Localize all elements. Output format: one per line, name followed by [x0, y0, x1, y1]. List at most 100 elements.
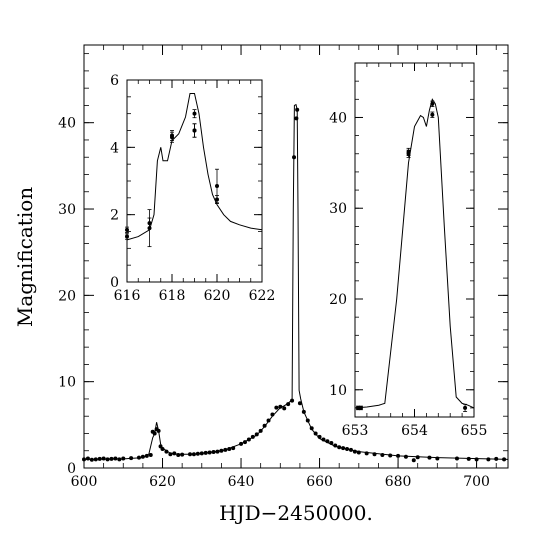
main-y-tick-label: 20 [58, 288, 76, 304]
inset_right-y-tick-label: 20 [329, 292, 347, 308]
main-data-point [329, 440, 334, 445]
main-data-point [337, 445, 342, 450]
main-data-point [164, 449, 169, 454]
main-y-tick-label: 30 [58, 202, 76, 218]
inset_right-y-tick-label: 40 [329, 110, 347, 126]
main-data-point [148, 453, 153, 458]
main-data-point [341, 446, 346, 451]
inset_left-x-tick-label: 620 [204, 288, 231, 304]
main-data-point [396, 453, 401, 458]
main-data-point [345, 447, 350, 452]
main-y-tick-label: 40 [58, 116, 76, 132]
main-x-tick-label: 640 [228, 474, 255, 490]
main-y-tick-label: 0 [67, 461, 76, 477]
main-data-point [242, 440, 247, 445]
inset_right-data-point [355, 405, 360, 410]
inset_right-y-tick-label: 10 [329, 383, 347, 399]
main-data-point [219, 448, 224, 453]
main-data-point [113, 456, 118, 461]
main-data-point [292, 155, 297, 160]
x-axis-label: HJD−2450000. [219, 501, 373, 525]
main-data-point [502, 457, 507, 462]
inset_right-data-point [430, 101, 435, 106]
main-data-point [403, 454, 408, 459]
main-data-point [89, 457, 94, 462]
main-data-point [294, 116, 299, 121]
inset-right-panel: 653 654 655 10 20 30 40 [329, 62, 487, 439]
main-data-point [427, 455, 432, 460]
inset_left-x-tick-label: 618 [159, 288, 186, 304]
inset_right-data-point [358, 405, 363, 410]
inset_right-y-tick-label: 30 [329, 201, 347, 217]
main-data-point [474, 457, 479, 462]
main-data-point [286, 402, 291, 407]
main-data-point [176, 453, 181, 458]
main-data-point [266, 418, 271, 423]
main-data-point [494, 456, 499, 461]
main-data-point [325, 439, 330, 444]
inset_right-frame [354, 62, 475, 418]
main-data-point [223, 447, 228, 452]
main-data-point [278, 404, 283, 409]
main-data-point [231, 446, 236, 451]
main-data-point [352, 449, 357, 454]
inset_right-x-tick-label: 653 [342, 423, 369, 439]
inset_left-y-tick-label: 0 [110, 275, 119, 291]
inset_left-data-point [215, 184, 219, 189]
main-data-point [82, 457, 86, 462]
inset_right-data-point [406, 149, 411, 154]
main-data-point [258, 428, 263, 433]
main-data-point [180, 452, 185, 457]
main-data-point [305, 418, 310, 423]
main-data-point [156, 428, 161, 433]
inset_left-model-curve [126, 93, 263, 241]
main-data-point [117, 457, 122, 462]
main-data-point [321, 437, 326, 442]
inset_left-data-point [170, 133, 174, 138]
main-data-point [195, 451, 200, 456]
main-data-point [211, 450, 216, 455]
main-data-point [282, 406, 287, 411]
main-data-point [203, 450, 208, 455]
main-data-point [356, 450, 361, 455]
main-y-tick-label: 10 [58, 375, 76, 391]
main-x-tick-label: 620 [149, 474, 176, 490]
inset_right-data-point [430, 112, 435, 117]
main-data-point [274, 405, 279, 410]
main-data-point [295, 107, 300, 112]
main-data-point [270, 412, 275, 417]
main-data-point [380, 453, 385, 458]
main-data-point [254, 432, 259, 437]
inset_left-data-point [192, 111, 197, 116]
main-data-point [454, 456, 459, 461]
main-data-point [411, 458, 416, 463]
main-data-point [101, 456, 106, 461]
main-data-point [227, 447, 232, 452]
main-x-tick-label: 700 [463, 474, 490, 490]
inset_right-data-point [463, 405, 468, 410]
inset_left-data-point [147, 221, 152, 226]
main-data-point [215, 449, 220, 454]
main-data-point [250, 434, 255, 439]
main-data-point [188, 452, 192, 457]
main-data-point [415, 455, 420, 460]
inset_left-data-point [125, 234, 129, 239]
main-data-point [486, 457, 491, 462]
main-data-point [85, 456, 90, 461]
main-data-point [152, 431, 157, 436]
main-data-point [191, 452, 196, 457]
main-data-point [172, 451, 177, 456]
main-data-point [93, 457, 98, 462]
main-data-point [246, 437, 251, 442]
main-data-point [262, 423, 267, 428]
y-axis-label: Magnification [13, 187, 37, 327]
main-data-point [144, 453, 149, 458]
inset_right-model-curve [354, 98, 475, 409]
main-data-point [348, 447, 353, 452]
inset-left-panel: 616 618 620 622 0 2 4 6 [110, 73, 275, 304]
main-data-point [168, 452, 173, 457]
main-data-point [140, 454, 145, 459]
inset_left-data-point [125, 227, 129, 232]
main-data-point [435, 456, 440, 461]
